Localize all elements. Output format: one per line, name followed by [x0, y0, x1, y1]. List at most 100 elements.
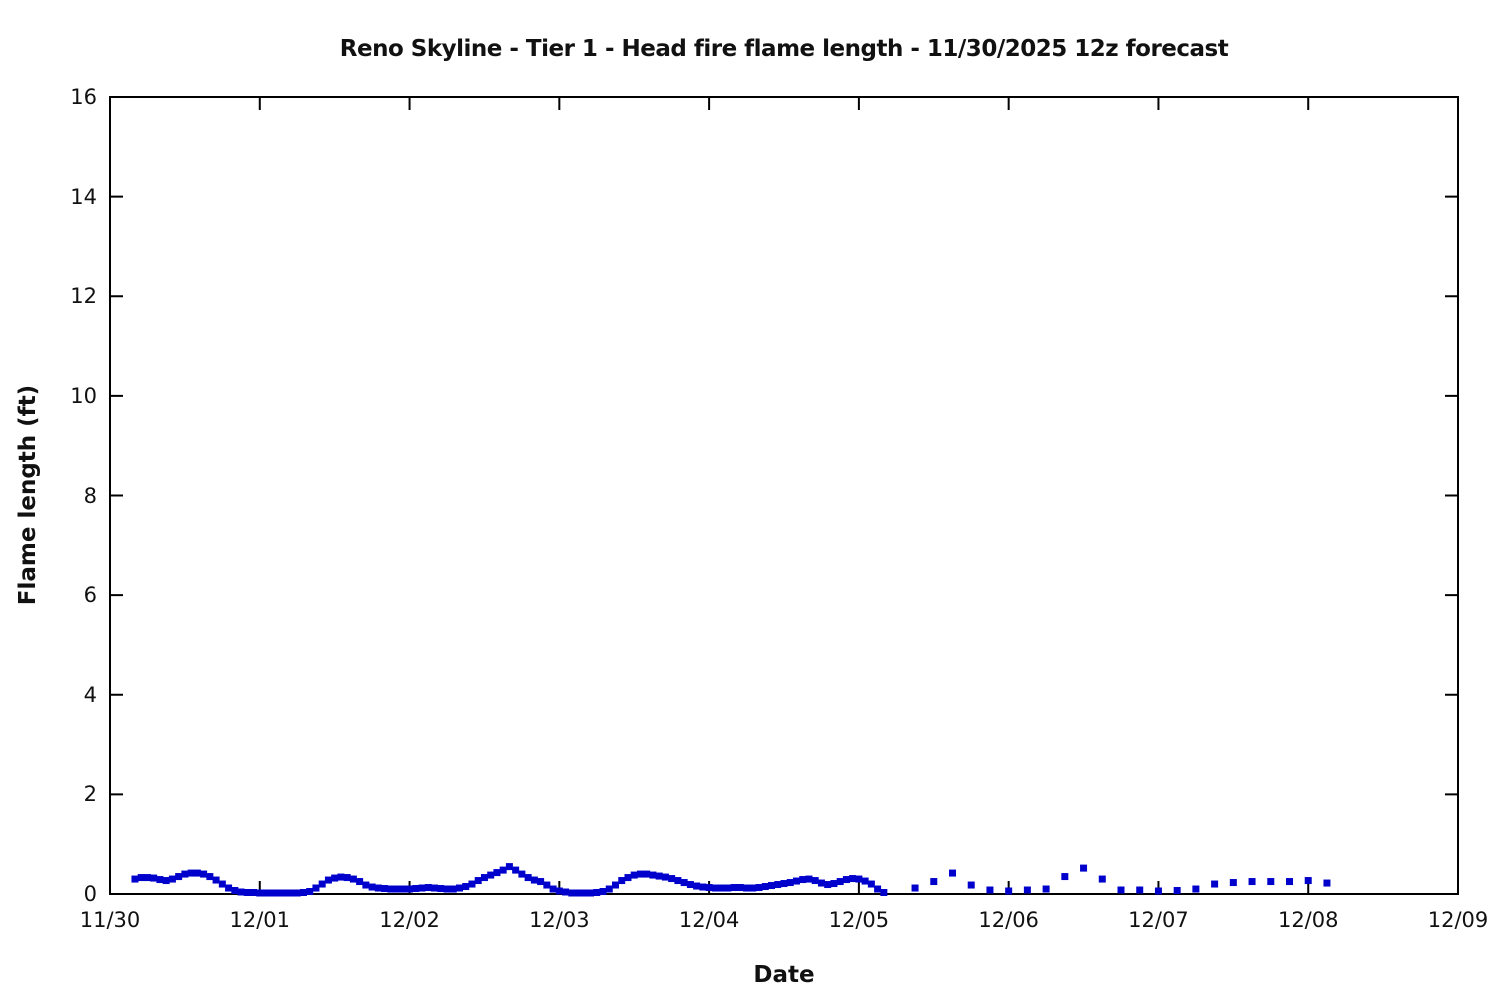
data-point	[849, 875, 857, 883]
data-point	[1323, 879, 1331, 887]
data-point	[668, 875, 676, 883]
data-point	[431, 884, 439, 892]
data-point	[368, 883, 376, 891]
data-point	[730, 884, 738, 892]
data-point	[568, 889, 576, 897]
data-point	[480, 874, 488, 882]
data-point	[187, 869, 195, 877]
data-point	[524, 874, 532, 882]
data-point	[474, 877, 482, 885]
data-point	[1192, 885, 1200, 893]
data-point	[986, 886, 994, 894]
data-point	[499, 866, 507, 874]
data-point	[412, 885, 420, 893]
data-point	[218, 880, 226, 888]
data-point	[736, 884, 744, 892]
data-point	[618, 877, 626, 885]
data-point	[231, 887, 239, 895]
chart-title: Reno Skyline - Tier 1 - Head fire flame …	[339, 36, 1229, 62]
data-point	[711, 884, 719, 892]
data-point	[774, 881, 782, 889]
data-point	[817, 879, 825, 887]
data-point	[455, 884, 463, 892]
data-point	[630, 871, 638, 879]
data-point	[549, 885, 557, 893]
data-point	[724, 884, 732, 892]
data-point	[505, 863, 513, 871]
data-point	[643, 870, 651, 878]
data-point	[574, 889, 582, 897]
data-point	[1267, 878, 1275, 886]
data-point	[131, 875, 139, 883]
data-point	[911, 884, 919, 892]
data-point	[836, 878, 844, 886]
data-point	[530, 876, 538, 884]
data-point	[243, 889, 251, 897]
y-axis-label: Flame length (ft)	[15, 384, 41, 606]
data-point	[443, 885, 451, 893]
data-point	[418, 884, 426, 892]
x-axis-label: Date	[753, 962, 815, 988]
data-point	[686, 881, 694, 889]
data-point	[168, 875, 176, 883]
data-point	[649, 871, 657, 879]
data-point	[705, 884, 713, 892]
data-point	[755, 884, 763, 892]
data-point	[462, 883, 470, 891]
data-point	[487, 871, 495, 879]
data-point	[137, 874, 145, 882]
data-point	[349, 875, 357, 883]
data-point	[811, 877, 819, 885]
data-point	[200, 870, 208, 878]
y-tick-label: 4	[83, 682, 97, 707]
data-point	[493, 869, 501, 877]
data-point	[306, 888, 314, 896]
data-point	[599, 888, 607, 896]
data-point	[181, 870, 189, 878]
data-point	[799, 876, 807, 884]
data-point	[624, 874, 632, 882]
data-point	[318, 880, 326, 888]
y-tick-label: 14	[70, 184, 97, 209]
data-point	[449, 885, 457, 893]
data-point	[162, 877, 170, 885]
data-point	[680, 879, 688, 887]
data-point	[1154, 887, 1162, 895]
y-tick-label: 8	[83, 483, 97, 508]
data-point	[518, 870, 526, 878]
data-point	[780, 880, 788, 888]
data-point	[768, 882, 776, 890]
data-point	[661, 873, 669, 881]
data-point	[655, 872, 663, 880]
data-point	[343, 874, 351, 882]
x-tick-label: 12/08	[1277, 908, 1339, 932]
data-point	[967, 881, 975, 889]
data-point	[555, 887, 563, 895]
data-point	[262, 889, 270, 897]
data-point	[861, 877, 869, 885]
data-point	[743, 884, 751, 892]
data-point	[867, 880, 875, 888]
data-point	[1229, 879, 1237, 887]
data-point	[381, 885, 389, 893]
data-point	[143, 874, 151, 882]
x-tick-label: 11/30	[79, 908, 141, 932]
data-point	[1080, 864, 1088, 872]
plot-border	[109, 96, 1459, 895]
data-point	[1061, 873, 1069, 881]
x-tick-label: 12/09	[1427, 908, 1489, 932]
data-point	[842, 876, 850, 884]
x-tick-label: 12/07	[1128, 908, 1189, 932]
data-point	[1136, 886, 1144, 894]
data-point	[792, 877, 800, 885]
data-point	[299, 889, 307, 897]
data-point	[406, 885, 414, 893]
data-point	[612, 881, 619, 889]
data-point	[293, 889, 301, 897]
data-point	[580, 889, 588, 897]
data-point	[324, 876, 332, 884]
data-point	[699, 883, 707, 891]
data-point	[1023, 886, 1031, 894]
data-point	[275, 889, 282, 897]
